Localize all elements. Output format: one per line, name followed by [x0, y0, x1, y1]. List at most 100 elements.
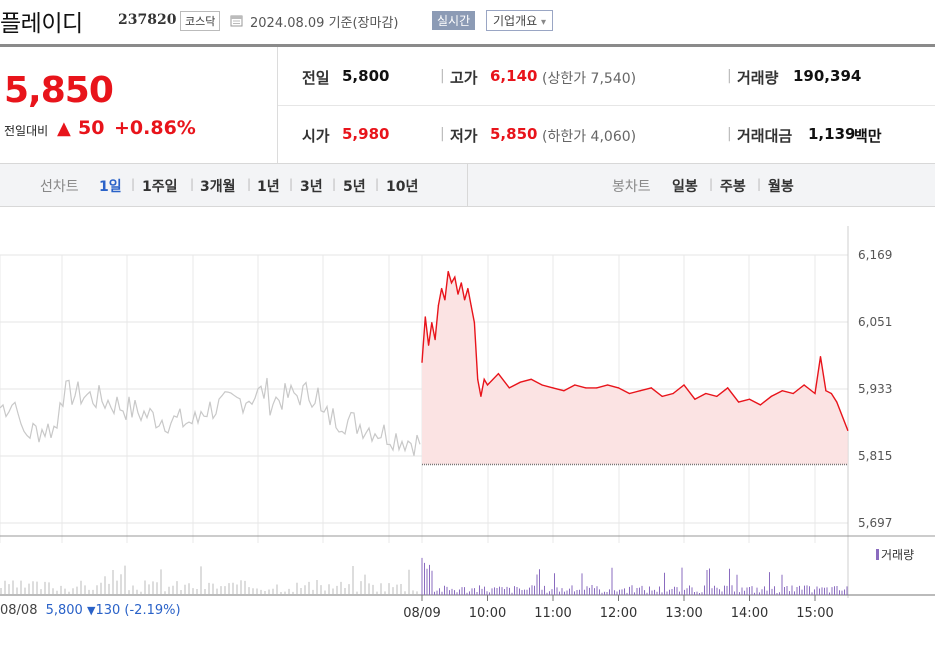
- price-point: [694, 398, 696, 400]
- price-point: [792, 392, 794, 395]
- prev-day-info: 08/08 5,800 ▼130 (-2.19%): [0, 603, 181, 618]
- price-point: [759, 404, 762, 406]
- candle-chart-label: 봉차트: [612, 179, 651, 195]
- price-point: [467, 287, 469, 290]
- x-tick-label: 08/09: [403, 606, 440, 621]
- tab-1week[interactable]: 1주일: [142, 179, 178, 195]
- price-point: [661, 395, 663, 397]
- price-point: [574, 384, 576, 386]
- price-point: [639, 390, 641, 392]
- price-point: [803, 384, 805, 386]
- separator: |: [131, 177, 136, 191]
- price-point: [470, 304, 472, 307]
- volume-legend-label: 거래량: [881, 548, 915, 562]
- tab-weekly-candle[interactable]: 주봉: [720, 179, 746, 195]
- price-point: [483, 378, 485, 380]
- price-point: [836, 401, 838, 403]
- price-area-fill: [422, 271, 848, 465]
- price-point: [770, 395, 772, 397]
- price-point: [585, 387, 587, 389]
- date-status: 2024.08.09 기준(장마감): [250, 16, 399, 31]
- company-overview-label: 기업개요: [493, 14, 538, 28]
- company-overview-dropdown[interactable]: 기업개요 ▾: [486, 10, 554, 31]
- separator: |: [190, 177, 195, 191]
- price-line: [421, 271, 849, 431]
- tab-3month[interactable]: 3개월: [200, 179, 236, 195]
- down-arrow-icon: ▼: [86, 604, 96, 617]
- separator: |: [727, 68, 732, 84]
- price-point: [563, 390, 565, 392]
- price-point: [508, 387, 510, 389]
- price-point: [450, 282, 453, 284]
- price-point: [650, 387, 652, 389]
- price-point: [447, 270, 449, 273]
- price-point: [497, 373, 500, 375]
- calendar-icon: [230, 15, 243, 27]
- high-label: 고가: [450, 69, 478, 87]
- price-point: [825, 390, 827, 392]
- quote-row-divider: [278, 105, 935, 106]
- price-point: [441, 287, 443, 290]
- price-point: [617, 387, 620, 389]
- low-value: 5,850: [490, 125, 538, 143]
- tab-daily-candle[interactable]: 일봉: [672, 179, 698, 195]
- price-point: [628, 392, 631, 395]
- line-chart-label: 선차트: [40, 179, 79, 195]
- y-tick-label: 5,933: [858, 382, 892, 396]
- compare-label: 전일대비: [4, 124, 49, 138]
- x-tick-label: 10:00: [469, 606, 506, 621]
- tab-1year[interactable]: 1년: [257, 179, 280, 195]
- x-tick-label: 14:00: [731, 606, 768, 621]
- volume-value: 190,394: [793, 67, 862, 85]
- volume-legend: 거래량: [876, 546, 914, 563]
- price-chart[interactable]: 6,169 6,051 5,933 5,815 5,697 08/09 10:00 11:0…: [0, 206, 935, 646]
- tab-3year[interactable]: 3년: [300, 179, 323, 195]
- prev-close-value: 5,800: [342, 67, 390, 85]
- open-value: 5,980: [342, 125, 390, 143]
- market-badge: 코스닥: [180, 11, 221, 31]
- y-tick-label: 5,697: [858, 516, 892, 530]
- tab-1day[interactable]: 1일: [99, 179, 122, 195]
- y-tick-label: 6,169: [858, 248, 892, 262]
- price-point: [705, 392, 707, 395]
- stock-code: 237820: [118, 12, 177, 28]
- current-price: 5,850: [4, 70, 114, 111]
- prev-day-close: 5,800: [45, 603, 83, 618]
- price-point: [431, 321, 433, 324]
- x-tick-label: 13:00: [665, 606, 702, 621]
- quote-divider: [277, 47, 278, 163]
- separator: |: [332, 177, 337, 191]
- company-name[interactable]: 플레이디: [0, 11, 83, 37]
- amount-label: 거래대금: [737, 127, 793, 145]
- price-point: [716, 395, 718, 397]
- price-point: [748, 398, 751, 400]
- realtime-button[interactable]: 실시간: [432, 11, 476, 30]
- price-point: [683, 384, 685, 386]
- stock-header: 플레이디 237820 코스닥 2024.08.09 기준(장마감) 실시간 기…: [0, 0, 935, 44]
- tab-5year[interactable]: 5년: [343, 179, 366, 195]
- tab-10year[interactable]: 10년: [386, 179, 419, 195]
- prev-close-label: 전일: [302, 69, 330, 87]
- x-tick-label: 15:00: [796, 606, 833, 621]
- price-point: [460, 282, 462, 284]
- price-point: [486, 384, 489, 386]
- separator: |: [289, 177, 294, 191]
- header-divider: [0, 44, 935, 47]
- change-value: 50: [78, 117, 105, 139]
- tab-monthly-candle[interactable]: 월봉: [768, 179, 794, 195]
- price-point: [424, 316, 426, 318]
- volume-legend-swatch: [876, 549, 879, 560]
- price-point: [847, 429, 849, 432]
- x-tick-label: 11:00: [534, 606, 571, 621]
- price-point: [519, 381, 521, 383]
- price-point: [814, 392, 816, 395]
- prev-day-change: 130: [95, 603, 121, 618]
- price-point: [444, 299, 446, 301]
- price-point: [473, 321, 475, 324]
- price-point: [480, 395, 482, 397]
- open-label: 시가: [302, 127, 330, 145]
- price-point: [606, 384, 609, 386]
- price-point: [434, 339, 436, 341]
- low-label: 저가: [450, 127, 478, 145]
- high-value: 6,140: [490, 67, 538, 85]
